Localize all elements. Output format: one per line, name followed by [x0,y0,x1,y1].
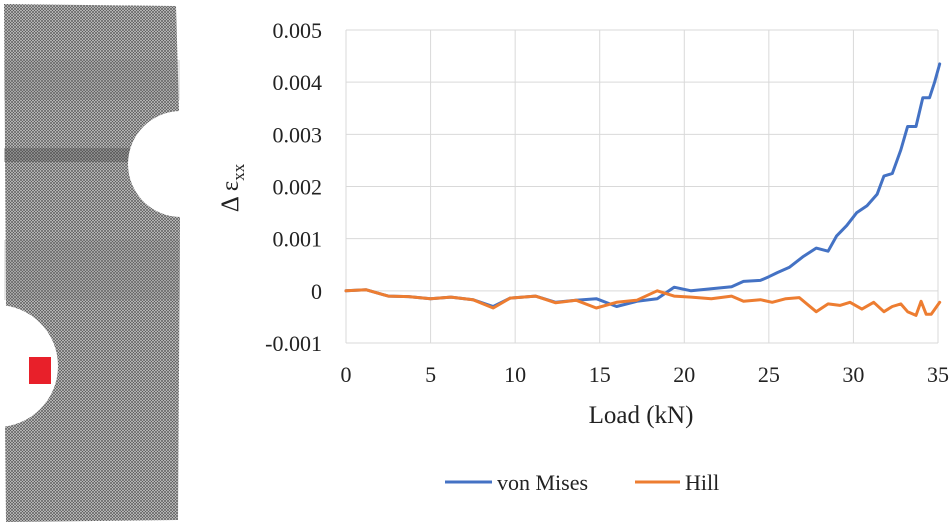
specimen-mesh-image [4,4,180,522]
y-axis-title: Δ ε [217,181,244,212]
x-tick-label: 15 [589,362,611,387]
y-tick-label: 0.004 [273,70,323,95]
y-tick-label: 0.001 [273,227,323,252]
x-tick-label: 30 [842,362,864,387]
x-tick-label: 20 [673,362,695,387]
y-axis-title-subscript: xx [229,163,248,181]
series-line-hill [344,288,942,317]
marker-square [29,357,51,384]
plate-outline [4,4,180,522]
x-tick-label: 5 [425,362,436,387]
y-axis-title-group: Δ εxx [217,163,248,212]
x-tick-labels: 0 5 10 15 20 25 30 35 [341,362,950,387]
grid-lines [345,29,939,344]
svg-text:Δ εxx: Δ εxx [217,163,248,212]
y-tick-label: -0.001 [265,331,322,356]
mesh-band [4,148,180,162]
x-tick-label: 25 [758,362,780,387]
y-tick-label: 0.002 [273,175,323,200]
x-tick-label: 0 [341,362,352,387]
y-tick-label: 0.005 [273,18,323,43]
y-tick-labels: -0.001 0 0.001 0.002 0.003 0.004 0.005 [265,18,322,356]
series-line-von-mises [344,62,942,308]
x-tick-label: 35 [927,362,949,387]
legend: von Mises Hill [445,470,719,495]
series-group [344,62,942,317]
x-axis-title: Load (kN) [589,402,694,429]
legend-label-hill: Hill [685,470,719,495]
y-tick-label: 0.003 [273,122,323,147]
x-tick-label: 10 [504,362,526,387]
legend-label-von-mises: von Mises [497,470,588,495]
y-tick-label: 0 [311,279,322,304]
